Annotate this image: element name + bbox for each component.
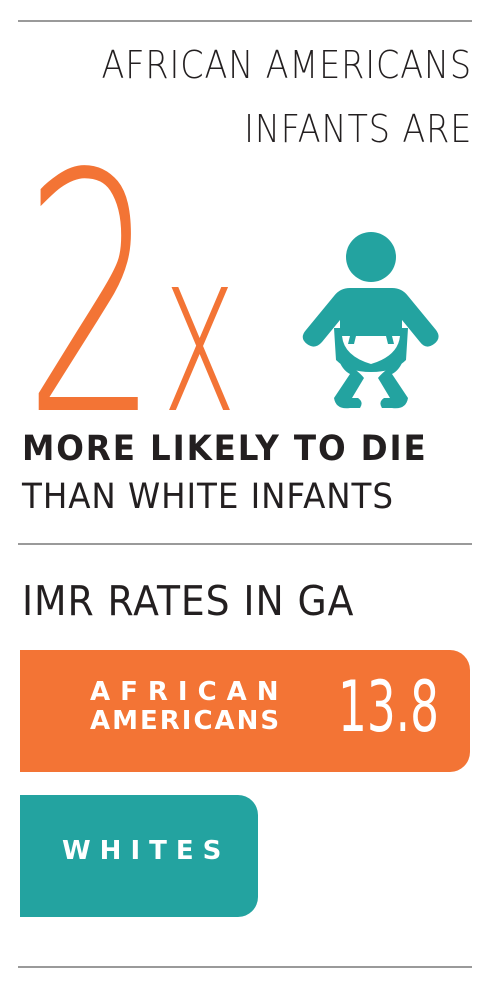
headline-line-1: AFRICAN AMERICANS [101, 43, 472, 87]
multiplier-x: x [162, 202, 237, 417]
bottom-divider [18, 966, 472, 968]
whites-label: WHITES [62, 836, 231, 866]
whites-value: 7.3 [264, 811, 337, 893]
african-americans-value: 13.8 [338, 666, 439, 748]
label-line-african: AFRICAN [90, 677, 289, 707]
baby-diaper-icon [302, 232, 439, 409]
multiplier-graphic: 2 x [24, 122, 237, 417]
headline-line-2: INFANTS ARE [243, 107, 472, 151]
top-divider [18, 20, 472, 22]
label-line-americans: AMERICANS [90, 705, 282, 736]
african-americans-label: AFRICAN AMERICANS [90, 678, 310, 735]
middle-divider [18, 543, 472, 545]
more-likely-text: MORE LIKELY TO DIE [22, 429, 428, 469]
multiplier-number: 2 [24, 122, 159, 417]
than-white-text: THAN WHITE INFANTS [22, 477, 394, 517]
whites-bar: WHITES 7.3 [20, 795, 336, 917]
imr-title: IMR RATES IN GA [22, 577, 355, 625]
african-americans-bar: AFRICAN AMERICANS 13.8 [20, 650, 470, 772]
